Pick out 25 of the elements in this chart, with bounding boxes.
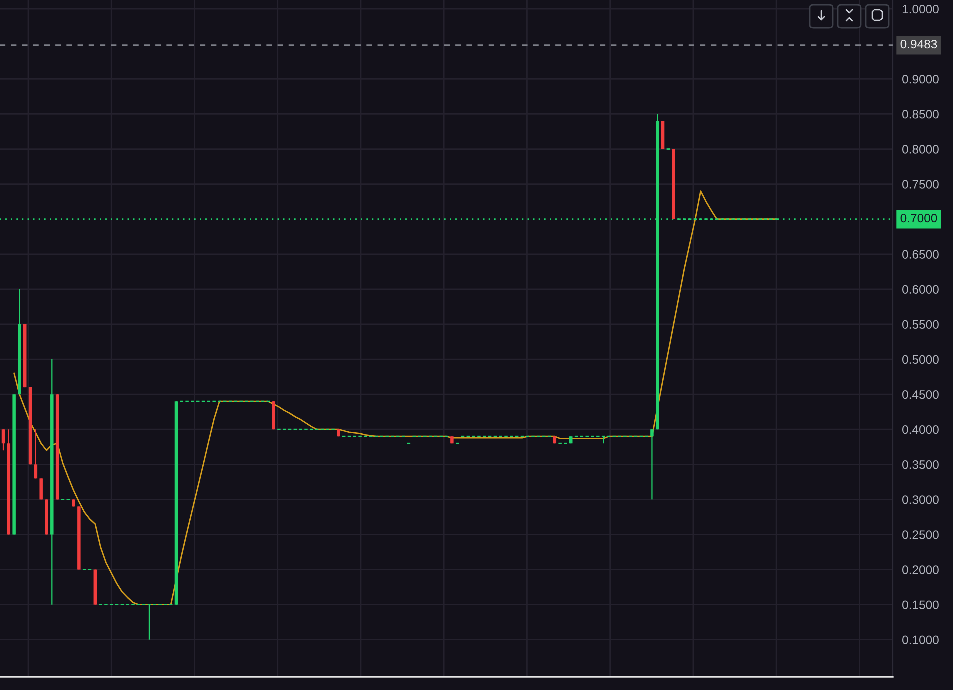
y-tick-label: 0.1500 bbox=[902, 600, 939, 610]
candlestick bbox=[40, 478, 43, 500]
candlestick bbox=[147, 604, 152, 640]
y-tick-label: 0.2000 bbox=[902, 566, 939, 574]
y-tick-label: 0.8000 bbox=[902, 145, 939, 154]
line-series bbox=[14, 190, 778, 606]
y-tick-label: 0.9000 bbox=[902, 75, 939, 84]
y-tick-label: 0.3000 bbox=[902, 496, 939, 504]
candlestick bbox=[650, 429, 654, 500]
ref-line-label: 0.7000 bbox=[900, 214, 938, 223]
y-tick-label: 0.3500 bbox=[902, 460, 939, 470]
y-tick-label: 0.1000 bbox=[902, 636, 939, 644]
y-tick-label: 0.4500 bbox=[902, 390, 939, 400]
y-tick-label: 0.5000 bbox=[902, 355, 939, 364]
y-tick-label: 0.8500 bbox=[902, 110, 939, 119]
y-tick-label: 1.0000 bbox=[902, 5, 939, 14]
y-tick-label: 0.4000 bbox=[902, 426, 939, 434]
y-tick-label: 0.2500 bbox=[902, 530, 939, 540]
y-tick-label: 0.7500 bbox=[902, 180, 939, 189]
candlestick bbox=[2, 429, 6, 452]
y-tick-label: 0.5500 bbox=[902, 320, 939, 330]
ref-line-label: 0.9483 bbox=[900, 40, 938, 49]
y-tick-label: 0.6500 bbox=[902, 250, 939, 259]
y-tick-label: 0.6000 bbox=[902, 285, 939, 294]
candlestick bbox=[34, 429, 38, 480]
